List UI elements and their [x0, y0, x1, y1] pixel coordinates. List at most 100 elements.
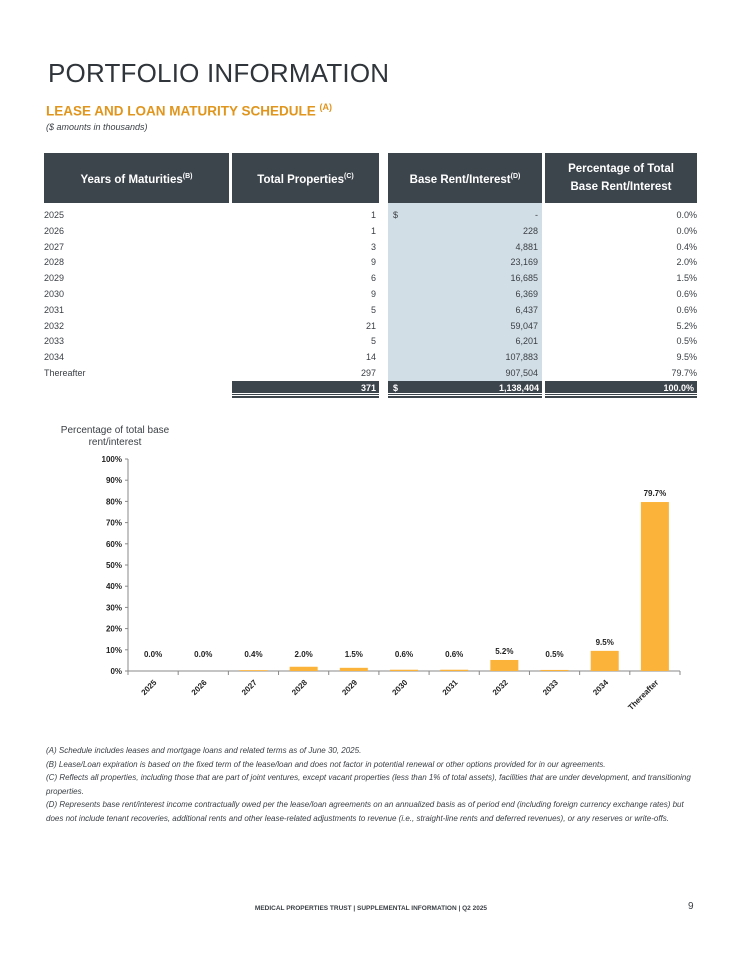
table-row: 2033 5 6,201 0.5% [44, 333, 697, 349]
properties-cell: 9 [370, 289, 376, 299]
bar-2034 [590, 650, 619, 671]
data-label: 0.4% [244, 650, 262, 659]
total-percentage: 100.0% [545, 381, 697, 396]
base-rent-cell: 16,685 [510, 273, 538, 284]
currency-symbol: $ [393, 383, 399, 393]
y-tick-label: 10% [106, 646, 122, 655]
table-row: 2028 9 23,169 2.0% [44, 254, 697, 270]
x-tick-label: 2033 [541, 678, 560, 697]
table-row: Thereafter 297 907,504 79.7% [44, 365, 697, 381]
base-rent-column-shade [388, 203, 542, 381]
bar-Thereafter [640, 502, 669, 671]
header-label: Years of Maturities [80, 173, 183, 186]
header-years: Years of Maturities(B) [44, 153, 229, 203]
data-label: 2.0% [295, 650, 313, 659]
base-rent-cell: 6,369 [515, 289, 538, 299]
section-title: LEASE AND LOAN MATURITY SCHEDULE (A) [46, 102, 332, 119]
year-cell: 2027 [44, 241, 65, 252]
percentage-cell: 0.6% [676, 304, 697, 315]
footnote-ref: (A) [319, 102, 333, 112]
header-label: Total Properties [257, 173, 344, 186]
percentage-cell: 5.2% [676, 320, 697, 331]
properties-cell: 9 [370, 257, 376, 268]
year-cell: Thereafter [44, 368, 86, 378]
percentage-cell: 9.5% [676, 352, 697, 363]
base-rent-cell: 4,881 [515, 241, 538, 252]
year-cell: 2032 [44, 320, 65, 331]
base-rent-cell: - [535, 210, 538, 220]
table-row: 2032 21 59,047 5.2% [44, 318, 697, 334]
properties-cell: 5 [370, 336, 376, 347]
base-rent-cell: 228 [522, 225, 538, 236]
percentage-cell: 0.0% [676, 210, 697, 220]
base-rent-cell: 23,169 [510, 257, 538, 268]
footnotes: (A) Schedule includes leases and mortgag… [46, 744, 698, 825]
base-rent-cell: 107,883 [505, 352, 538, 363]
year-cell: 2028 [44, 257, 65, 268]
x-tick-label: 2027 [240, 678, 259, 697]
properties-cell: 1 [370, 210, 376, 220]
properties-cell: 1 [370, 225, 376, 236]
table-row: 2031 5 6,437 0.6% [44, 302, 697, 318]
bar-2028 [289, 666, 318, 671]
y-tick-label: 0% [110, 667, 122, 676]
x-tick-label: 2034 [591, 678, 610, 697]
chart-y-label: Percentage of total base rent/interest [60, 425, 170, 448]
y-tick-label: 20% [106, 625, 122, 634]
bar-2031 [440, 669, 469, 671]
header-base-rent: Base Rent/Interest(D) [388, 153, 542, 203]
data-label: 0.0% [194, 650, 212, 659]
percentage-cell: 0.4% [676, 241, 697, 252]
base-rent-cell: 6,201 [515, 336, 538, 347]
data-label: 1.5% [345, 650, 363, 659]
properties-cell: 297 [360, 368, 376, 378]
percentage-cell: 1.5% [676, 273, 697, 284]
bar-2033 [540, 669, 569, 671]
x-tick-label: 2029 [340, 678, 359, 697]
x-tick-label: 2032 [491, 678, 510, 697]
percentage-cell: 0.5% [676, 336, 697, 347]
section-title-text: LEASE AND LOAN MATURITY SCHEDULE [46, 103, 316, 119]
table-row: 2025 1 $ - 0.0% [44, 207, 697, 223]
year-cell: 2034 [44, 352, 65, 363]
page-footer: MEDICAL PROPERTIES TRUST | SUPPLEMENTAL … [254, 905, 488, 912]
bar-2032 [490, 659, 519, 671]
footnote-ref: (B) [182, 172, 193, 180]
bar-2027 [239, 670, 268, 671]
footnote-ref: (C) [343, 172, 354, 180]
footnote-b: (B) Lease/Loan expiration is based on th… [46, 759, 606, 769]
table-row: 2030 9 6,369 0.6% [44, 286, 697, 302]
percentage-cell: 0.6% [676, 289, 697, 299]
properties-cell: 5 [370, 304, 376, 315]
y-tick-label: 80% [106, 497, 122, 506]
total-pct-value: 100.0% [663, 383, 694, 393]
bar-2030 [390, 669, 418, 671]
properties-cell: 3 [370, 241, 376, 252]
footnote-d: (D) Represents base rent/interest income… [46, 800, 684, 823]
year-cell: 2030 [44, 289, 65, 299]
amounts-note: ($ amounts in thousands) [46, 122, 148, 132]
properties-cell: 6 [370, 273, 376, 284]
base-rent-cell: 59,047 [510, 320, 538, 331]
page-number: 9 [688, 901, 694, 912]
data-label: 0.5% [545, 650, 563, 659]
footnote-ref: (D) [510, 172, 521, 180]
header-label: Percentage of Total Base Rent/Interest [568, 163, 674, 193]
currency-symbol: $ [393, 210, 399, 220]
percentage-cell: 2.0% [676, 257, 697, 268]
y-tick-label: 60% [106, 540, 122, 549]
properties-cell: 21 [365, 320, 376, 331]
percentage-cell: 79.7% [671, 368, 697, 378]
footnote-c: (C) Reflects all properties, including t… [46, 773, 691, 796]
y-tick-label: 90% [106, 476, 122, 485]
total-base-rent: $1,138,404 [388, 381, 542, 396]
table-row: 2029 6 16,685 1.5% [44, 270, 697, 286]
y-tick-label: 70% [106, 519, 122, 528]
data-label: 0.6% [445, 650, 463, 659]
base-rent-cell: 907,504 [505, 368, 538, 378]
percentage-cell: 0.0% [676, 225, 697, 236]
x-tick-label: 2030 [390, 678, 409, 697]
x-tick-label: 2031 [441, 678, 460, 697]
x-tick-label: 2028 [290, 678, 309, 697]
data-label: 79.7% [644, 489, 667, 498]
